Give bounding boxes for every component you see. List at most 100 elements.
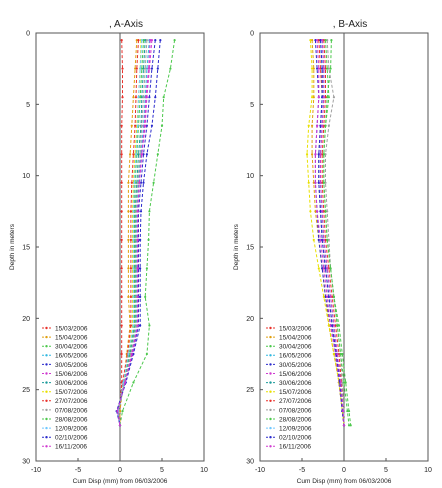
legend-marker xyxy=(269,381,272,384)
data-point xyxy=(324,210,327,213)
legend-label: 12/09/2006 xyxy=(279,426,312,433)
data-point xyxy=(156,153,159,156)
data-point xyxy=(349,424,352,427)
data-point xyxy=(148,210,151,213)
data-point xyxy=(316,124,319,127)
y-tick-label: 25 xyxy=(22,387,30,394)
data-point xyxy=(144,96,148,99)
legend-marker xyxy=(45,381,48,384)
legend-label: 02/10/2006 xyxy=(55,435,88,442)
data-point xyxy=(139,238,142,241)
data-point xyxy=(142,96,145,99)
data-point xyxy=(322,238,325,241)
data-point xyxy=(317,39,320,42)
data-point xyxy=(116,409,119,413)
data-point xyxy=(324,67,327,70)
data-point xyxy=(144,39,147,42)
data-point xyxy=(341,381,344,384)
x-tick-label: -5 xyxy=(75,467,81,474)
x-tick-label: 10 xyxy=(200,467,208,474)
data-point xyxy=(138,181,141,184)
data-point xyxy=(130,181,133,184)
data-point xyxy=(152,181,155,184)
data-point xyxy=(321,39,324,42)
data-point xyxy=(140,39,143,42)
legend-marker xyxy=(269,408,272,412)
y-tick-label: 20 xyxy=(246,316,254,323)
data-point xyxy=(140,153,143,156)
data-point xyxy=(332,352,336,356)
data-point xyxy=(324,96,327,99)
data-point xyxy=(148,324,151,327)
data-point xyxy=(322,181,325,184)
legend-marker xyxy=(45,436,48,439)
legend-label: 15/07/2006 xyxy=(55,389,88,396)
data-point xyxy=(139,96,142,99)
data-point xyxy=(120,210,123,213)
y-tick-label: 0 xyxy=(26,31,30,38)
data-point xyxy=(310,39,314,42)
data-point xyxy=(169,67,172,70)
legend-label: 02/10/2006 xyxy=(279,435,312,442)
data-point xyxy=(147,67,150,70)
x-tick-label: 0 xyxy=(342,467,346,474)
data-point xyxy=(139,153,142,156)
data-point xyxy=(127,352,130,356)
data-point xyxy=(136,267,139,270)
data-point xyxy=(319,124,322,127)
data-point xyxy=(120,124,123,127)
data-point xyxy=(136,324,139,327)
data-point xyxy=(118,424,122,427)
legend-label: 07/08/2006 xyxy=(279,407,312,414)
legend-marker xyxy=(45,390,48,393)
data-point xyxy=(317,267,320,270)
data-point xyxy=(329,324,332,327)
data-point xyxy=(120,267,123,270)
data-point xyxy=(317,153,320,156)
data-point xyxy=(127,181,130,184)
data-point xyxy=(137,96,140,99)
y-tick-label: 15 xyxy=(22,245,30,252)
data-point xyxy=(307,181,310,184)
data-point xyxy=(310,153,314,156)
legend-label: 30/06/2006 xyxy=(55,380,88,387)
legend-label: 30/04/2006 xyxy=(55,344,88,351)
x-tick-label: 5 xyxy=(384,467,388,474)
legend: 15/03/2006 15/04/2006 30/04/2006 16/05/2006… xyxy=(42,325,88,451)
legend-marker xyxy=(45,445,48,448)
data-point xyxy=(324,153,327,156)
legend-marker xyxy=(45,326,48,330)
data-point xyxy=(321,267,324,270)
x-tick-label: -10 xyxy=(31,467,41,474)
data-point xyxy=(324,238,327,241)
data-point xyxy=(134,210,138,213)
data-point xyxy=(322,96,325,99)
data-point xyxy=(322,124,325,127)
data-point xyxy=(310,124,314,127)
legend-label: 30/06/2006 xyxy=(279,380,312,387)
legend-label: 15/04/2006 xyxy=(279,335,312,342)
data-point xyxy=(317,238,320,241)
data-point xyxy=(120,295,123,299)
data-point xyxy=(317,181,320,184)
data-point xyxy=(134,324,138,327)
data-point xyxy=(140,124,143,127)
data-point xyxy=(322,295,325,299)
series-line xyxy=(119,40,123,426)
data-point xyxy=(127,295,130,299)
data-point xyxy=(331,324,334,327)
legend-marker xyxy=(45,399,48,402)
data-point xyxy=(147,238,150,241)
data-point xyxy=(310,96,314,99)
y-tick-label: 25 xyxy=(246,387,254,394)
data-point xyxy=(336,352,339,356)
y-tick-label: 30 xyxy=(246,459,254,466)
chart-title: , A-Axis xyxy=(109,19,143,30)
data-point xyxy=(133,181,136,184)
data-point xyxy=(118,409,122,413)
data-point xyxy=(136,181,139,184)
y-tick-label: 10 xyxy=(22,173,30,180)
data-point xyxy=(324,181,327,184)
data-point xyxy=(324,295,327,299)
